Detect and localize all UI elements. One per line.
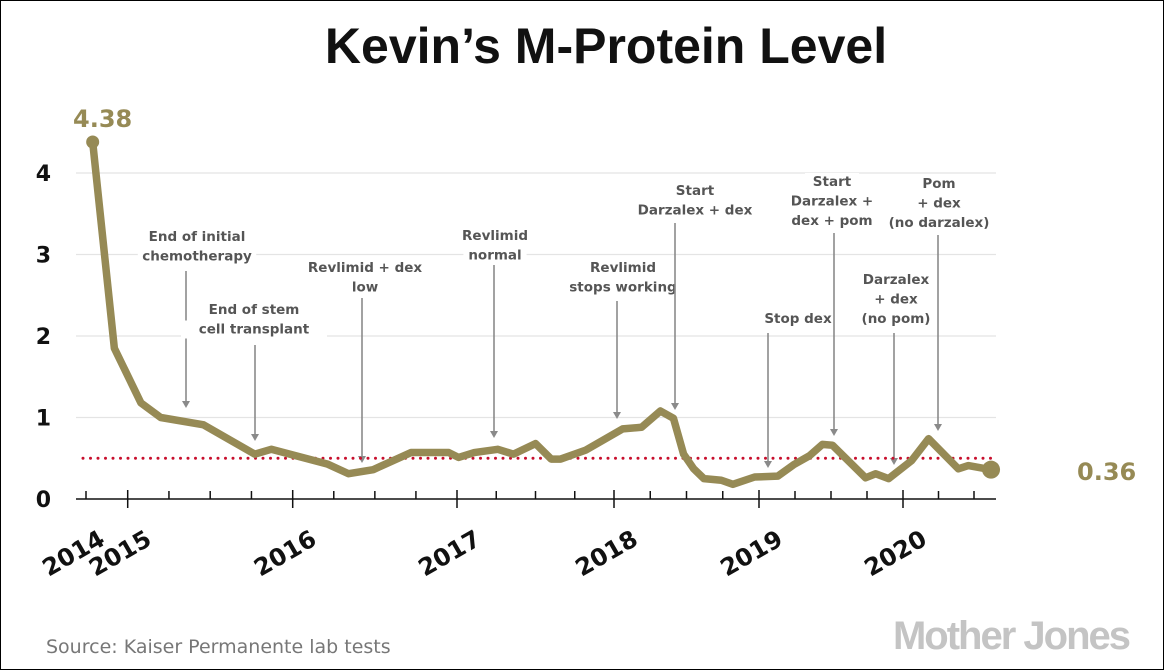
annotation-text: Darzalex +: [791, 194, 873, 210]
annotation-bg: [296, 259, 434, 277]
annotation-text: (no pom): [862, 311, 931, 327]
annotation-text: normal: [468, 248, 521, 264]
annotation-bg: [582, 259, 664, 277]
annotation-bg: [869, 290, 923, 309]
y-tick-label: 2: [36, 325, 51, 350]
annotation-bg: [626, 201, 764, 220]
annotation-bg: [668, 182, 722, 200]
annotation-bg: [855, 310, 937, 328]
annotation-text: + dex: [874, 292, 918, 308]
x-tick-label: 2019: [716, 525, 788, 583]
annotation-bg: [559, 278, 687, 297]
start-value-label: 4.38: [73, 105, 132, 133]
arrowhead-icon: [934, 424, 942, 431]
annotation-bg: [128, 228, 266, 246]
chart-title: Kevin’s M-Protein Level: [325, 18, 887, 74]
annotation-bg: [454, 227, 536, 245]
annotation-bg: [199, 301, 309, 319]
annotation-text: Start: [676, 183, 715, 199]
annotation-text: Pom: [922, 176, 955, 192]
annotation-text: Revlimid: [590, 260, 656, 276]
annotation-bg: [181, 320, 327, 339]
y-tick-label: 3: [36, 244, 51, 269]
annotation-text: + dex: [917, 196, 961, 212]
arrowhead-icon: [182, 401, 190, 408]
end-point-marker: [982, 460, 1001, 479]
arrowhead-icon: [358, 456, 366, 463]
arrowhead-icon: [490, 431, 498, 438]
y-tick-label: 0: [36, 488, 51, 513]
x-tick-label: 2016: [249, 525, 321, 583]
annotation-text: low: [352, 280, 378, 296]
arrowhead-icon: [613, 412, 621, 419]
arrowhead-icon: [251, 434, 259, 441]
x-tick-label: 2020: [860, 525, 932, 583]
arrowhead-icon: [671, 403, 679, 410]
source-note: Source: Kaiser Permanente lab tests: [46, 636, 391, 658]
arrowhead-icon: [890, 458, 898, 465]
annotation-bg: [805, 173, 859, 191]
start-point-marker: [86, 135, 100, 149]
end-value-label: 0.36: [1077, 458, 1136, 486]
annotation-bg: [921, 175, 957, 193]
annotation-text: Darzalex: [863, 272, 930, 288]
annotation-bg: [786, 212, 878, 230]
annotation-text: Stop dex: [764, 311, 832, 327]
arrowhead-icon: [764, 461, 772, 468]
annotation-bg: [875, 214, 1003, 232]
annotation-bg: [347, 278, 383, 297]
x-tick-label: 2017: [414, 525, 486, 583]
annotation-bg: [463, 246, 527, 265]
annotation-bg: [137, 247, 257, 266]
annotation-text: End of stem: [209, 302, 300, 318]
annotation-text: (no darzalex): [889, 215, 990, 231]
annotation-bg: [757, 310, 839, 328]
annotation-bg: [855, 271, 937, 289]
annotation-text: cell transplant: [199, 322, 310, 338]
arrowhead-icon: [830, 429, 838, 436]
annotation-text: End of initial: [149, 229, 246, 245]
annotation-text: Revlimid + dex: [308, 260, 422, 276]
annotation-text: Darzalex + dex: [638, 203, 753, 219]
annotation-text: Start: [813, 174, 852, 190]
mother-jones-logo: Mother Jones: [893, 614, 1130, 658]
y-tick-label: 1: [36, 407, 51, 432]
annotation-text: Revlimid: [462, 228, 528, 244]
annotation-text: stops working: [569, 280, 676, 296]
x-tick-label: 2018: [571, 525, 643, 583]
annotation-text: dex + pom: [791, 213, 872, 229]
y-tick-label: 4: [36, 162, 51, 187]
annotation-text: chemotherapy: [142, 249, 252, 265]
annotation-bg: [912, 194, 966, 213]
annotation-bg: [782, 192, 882, 211]
